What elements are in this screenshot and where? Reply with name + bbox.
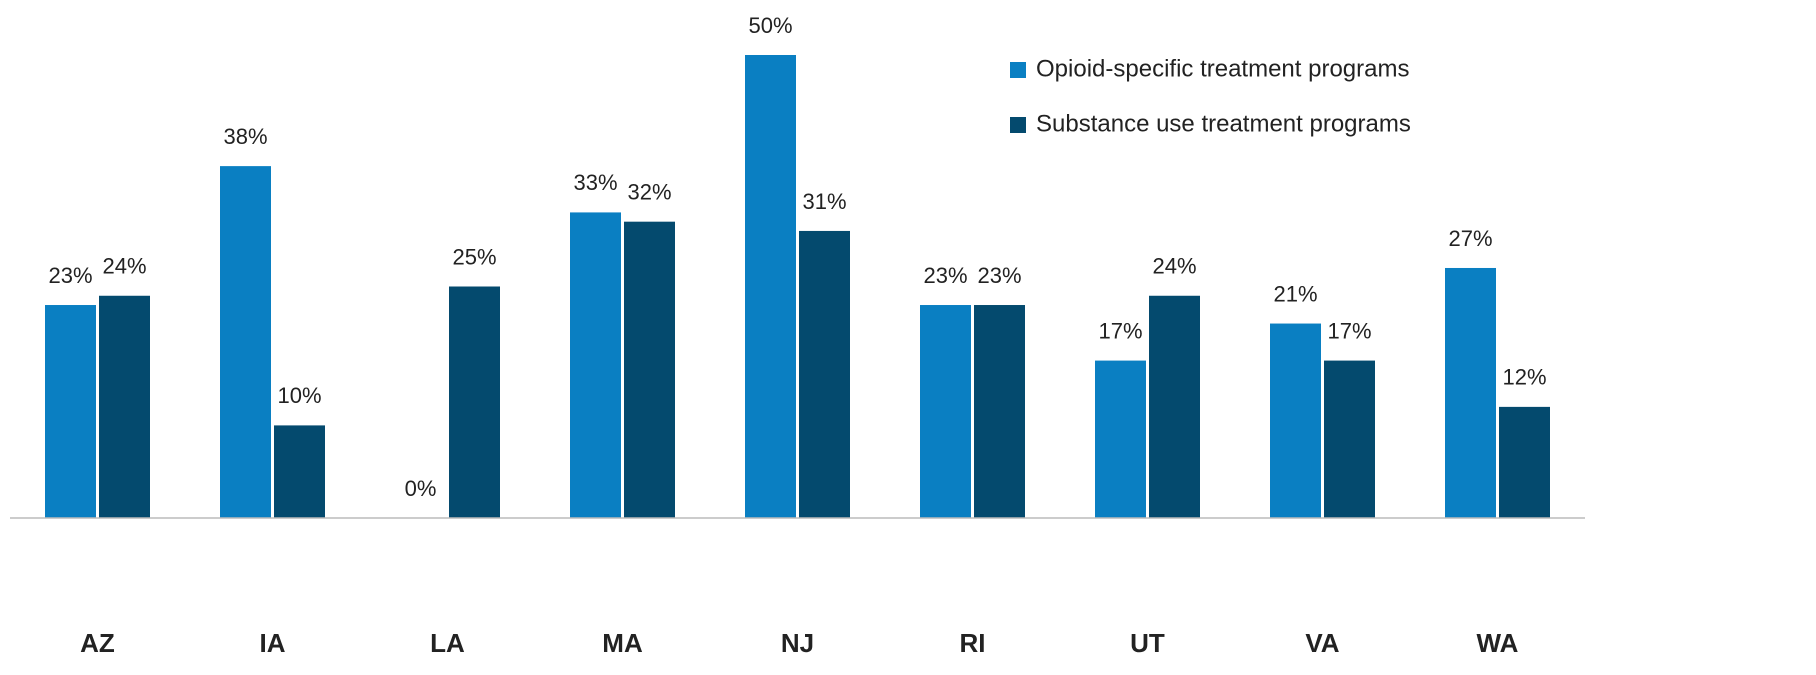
bar <box>1095 360 1146 518</box>
bar <box>1445 267 1496 518</box>
data-label: 17% <box>1098 318 1142 343</box>
bar <box>449 286 500 518</box>
data-label: 12% <box>1502 365 1546 390</box>
bar <box>745 55 796 518</box>
bar <box>1324 360 1375 518</box>
x-tick-label: VA <box>1305 628 1339 658</box>
bar <box>274 425 325 518</box>
bar <box>1149 295 1200 518</box>
legend-label: Substance use treatment programs <box>1036 110 1411 137</box>
x-tick-label: NJ <box>781 628 814 658</box>
data-label: 0% <box>405 476 437 501</box>
legend-swatch <box>1010 62 1026 78</box>
x-tick-label: RI <box>960 628 986 658</box>
bar <box>45 305 96 518</box>
data-label: 33% <box>573 170 617 195</box>
data-label: 21% <box>1273 281 1317 306</box>
data-label: 31% <box>802 189 846 214</box>
bar <box>799 230 850 518</box>
bar <box>220 166 271 518</box>
bar <box>920 305 971 518</box>
data-label: 23% <box>977 263 1021 288</box>
bar <box>99 295 150 518</box>
data-label: 25% <box>452 244 496 269</box>
data-label: 50% <box>748 13 792 38</box>
x-tick-label: AZ <box>80 628 115 658</box>
data-label: 32% <box>627 179 671 204</box>
x-tick-label: MA <box>602 628 643 658</box>
data-label: 24% <box>1152 254 1196 279</box>
data-label: 27% <box>1448 226 1492 251</box>
x-tick-label: IA <box>260 628 286 658</box>
x-tick-label: WA <box>1477 628 1519 658</box>
x-tick-label: UT <box>1130 628 1165 658</box>
data-label: 23% <box>48 263 92 288</box>
data-label: 17% <box>1327 318 1371 343</box>
legend-label: Opioid-specific treatment programs <box>1036 55 1409 82</box>
data-label: 38% <box>223 124 267 149</box>
data-label: 24% <box>102 254 146 279</box>
legend-swatch <box>1010 117 1026 133</box>
bar <box>974 305 1025 518</box>
bar <box>1270 323 1321 518</box>
bar <box>1499 406 1550 518</box>
bar <box>570 212 621 519</box>
x-tick-label: LA <box>430 628 465 658</box>
data-label: 10% <box>277 383 321 408</box>
bar <box>624 221 675 518</box>
data-label: 23% <box>923 263 967 288</box>
